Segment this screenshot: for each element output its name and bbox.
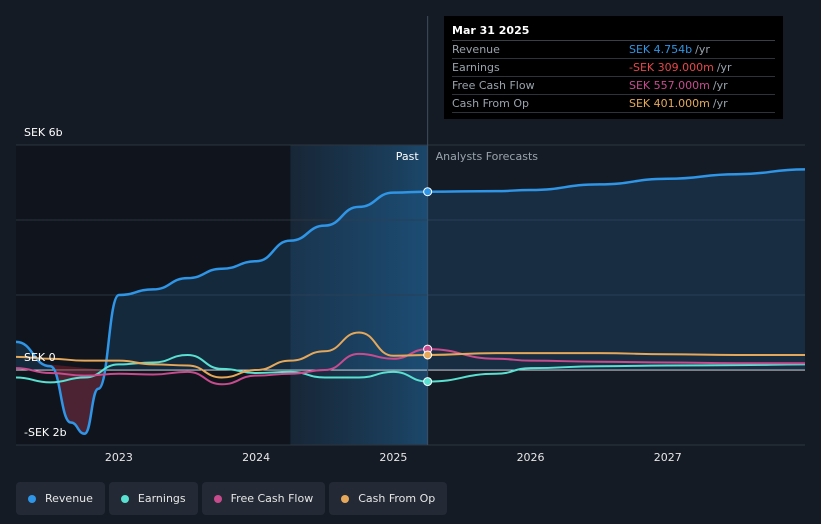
marker-earnings: [423, 377, 433, 387]
tooltip-row-cash-from-op: Cash From Op SEK 401.000m /yr: [452, 95, 775, 113]
tooltip-unit: /yr: [712, 79, 728, 92]
x-axis-tick: 2025: [379, 451, 407, 464]
x-axis-tick: 2024: [242, 451, 270, 464]
legend-dot-icon: [28, 494, 36, 503]
tooltip-value: -SEK 309.000m: [629, 61, 714, 74]
legend-dot-icon: [341, 494, 350, 503]
y-axis-label: -SEK 2b: [24, 426, 67, 439]
tooltip-label: Revenue: [452, 43, 500, 56]
tooltip-label: Cash From Op: [452, 97, 530, 110]
tooltip-value: SEK 4.754b: [629, 43, 693, 56]
series-line-revenue: [16, 168, 805, 436]
tooltip-unit: /yr: [695, 43, 710, 56]
y-axis-label: SEK 6b: [24, 126, 63, 139]
tooltip-row-revenue: Revenue SEK 4.754b /yr: [452, 41, 775, 59]
legend-item-free-cash-flow[interactable]: Free Cash Flow: [201, 482, 326, 515]
legend: Revenue Earnings Free Cash Flow Cash Fro…: [16, 482, 448, 515]
legend-label: Cash From Op: [358, 492, 436, 505]
series-line-cash-from-op: [16, 331, 805, 379]
tooltip-date: Mar 31 2025: [452, 22, 775, 41]
x-axis-tick: 2023: [105, 451, 133, 464]
marker-revenue: [423, 187, 433, 197]
legend-item-earnings[interactable]: Earnings: [108, 482, 198, 515]
tooltip-label: Earnings: [452, 61, 500, 74]
series-line-free-cash-flow: [16, 348, 805, 386]
legend-item-revenue[interactable]: Revenue: [16, 482, 105, 515]
x-axis-tick: 2026: [517, 451, 545, 464]
tooltip-row-earnings: Earnings -SEK 309.000m /yr: [452, 59, 775, 77]
y-axis-label: SEK 0: [24, 351, 56, 364]
tooltip-row-free-cash-flow: Free Cash Flow SEK 557.000m /yr: [452, 77, 775, 95]
legend-dot-icon: [213, 494, 222, 503]
tooltip-value: SEK 401.000m: [629, 97, 710, 110]
legend-label: Revenue: [45, 492, 93, 505]
forecast-label: Analysts Forecasts: [436, 150, 539, 163]
tooltip-label: Free Cash Flow: [452, 79, 535, 92]
legend-dot-icon: [120, 494, 129, 503]
tooltip-unit: /yr: [716, 61, 732, 74]
legend-label: Earnings: [137, 492, 186, 505]
series-line-earnings: [16, 353, 805, 384]
legend-item-cash-from-op[interactable]: Cash From Op: [329, 482, 448, 515]
tooltip-unit: /yr: [712, 97, 728, 110]
past-label: Past: [396, 150, 420, 163]
marker-cash-from-op: [423, 350, 433, 360]
x-axis-tick: 2027: [654, 451, 682, 464]
negative-area: [29, 362, 106, 434]
tooltip-value: SEK 557.000m: [629, 79, 710, 92]
tooltip: Mar 31 2025 Revenue SEK 4.754b /yr Earni…: [444, 16, 783, 119]
legend-label: Free Cash Flow: [230, 492, 314, 505]
